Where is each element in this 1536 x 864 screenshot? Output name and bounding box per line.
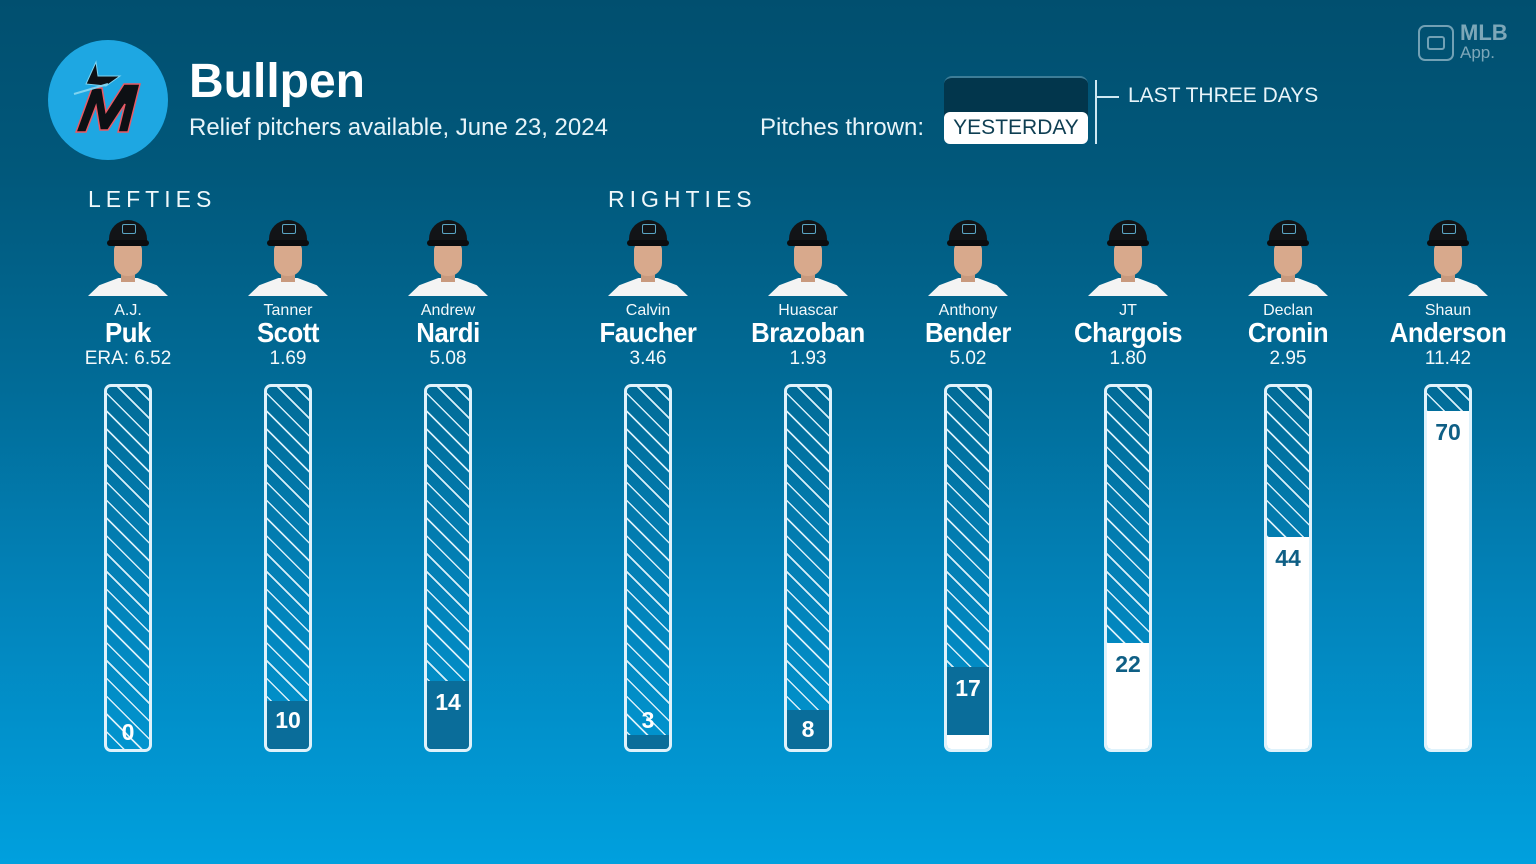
player-last-name: Chargois [1074,317,1182,348]
pitch-count-label: 70 [1435,419,1461,446]
player-era: 1.69 [269,348,307,369]
player-era: 2.95 [1269,348,1307,369]
player-era: 1.93 [789,348,827,369]
player-card: Anthony Bender 5.02 [888,216,1048,371]
player-card: Shaun Anderson 11.42 [1368,216,1528,371]
player-first-name: Shaun [1424,302,1472,319]
player-headshot [608,216,688,296]
pitch-count-bar: 10 [264,384,312,752]
player-era: ERA: 6.52 [84,348,172,369]
pitch-count-label: 8 [801,716,815,742]
player-card: JT Chargois 1.80 [1048,216,1208,371]
player-last-name: Nardi [416,317,480,348]
yesterday-pitches-fill [427,681,469,749]
player-headshot [1088,216,1168,296]
earlier-pitches-fill [1427,411,1469,749]
player-era: 1.80 [1109,348,1147,369]
player-headshot [1248,216,1328,296]
page-title: Bullpen [189,55,365,108]
team-logo [48,40,168,160]
pitch-count-bar: 3 [624,384,672,752]
player-headshot [88,216,168,296]
yesterday-pitches-fill [787,710,829,749]
player-card: Tanner Scott 1.69 [208,216,368,371]
player-headshot [248,216,328,296]
player-first-name: Anthony [938,302,998,319]
mlb-app-logo: MLB App. [1418,22,1530,66]
page-subtitle: Relief pitchers available, June 23, 2024 [189,114,608,141]
player-first-name: A.J. [114,302,142,319]
toggle-bracket [1095,80,1097,144]
pitch-count-label: 17 [955,674,981,701]
player-last-name: Faucher [599,317,697,348]
player-last-name: Scott [256,317,320,348]
section-righties: RIGHTIES [608,186,757,212]
player-headshot [1408,216,1488,296]
pitch-count-label: 10 [275,707,301,733]
player-era: 5.02 [949,348,987,369]
pitch-count-label: 44 [1275,544,1301,571]
player-last-name: Bender [925,317,1011,348]
player-last-name: Cronin [1247,317,1329,348]
player-card: Huascar Brazoban 1.93 [728,216,888,371]
player-first-name: JT [1119,302,1137,319]
player-card: Calvin Faucher 3.46 [568,216,728,371]
pitch-count-label: 14 [435,689,461,716]
yesterday-pitches-fill [947,666,989,735]
yesterday-pitches-fill [267,700,309,749]
mlb-logo-icon [1418,25,1454,61]
player-last-name: Anderson [1389,317,1507,348]
player-first-name: Huascar [778,302,838,319]
pitch-count-label: 0 [121,719,135,745]
player-card: A.J. Puk ERA: 6.52 [48,216,208,371]
earlier-pitches-fill [1107,642,1149,749]
pitch-count-bar: 44 [1264,384,1312,752]
earlier-pitches-fill [947,734,989,749]
player-headshot [408,216,488,296]
player-last-name: Puk [105,317,151,348]
player-headshot [928,216,1008,296]
player-card: Declan Cronin 2.95 [1208,216,1368,371]
pitch-count-bar: 17 [944,384,992,752]
player-era: 3.46 [629,348,667,369]
pitch-count-label: 3 [641,707,655,733]
pitch-count-bar: 8 [784,384,832,752]
pitch-count-bar: 14 [424,384,472,752]
player-headshot [768,216,848,296]
player-last-name: Brazoban [751,317,865,348]
earlier-pitches-fill [1267,536,1309,749]
player-card: Andrew Nardi 5.08 [368,216,528,371]
pitch-count-bar: 70 [1424,384,1472,752]
player-era: 11.42 [1424,348,1472,369]
toggle-option-last-three-days[interactable]: LAST THREE DAYS [1128,84,1319,107]
section-lefties: LEFTIES [88,186,217,212]
player-first-name: Andrew [420,302,476,319]
player-first-name: Declan [1263,302,1313,319]
player-first-name: Tanner [263,302,313,319]
pitches-thrown-label: Pitches thrown: [760,114,925,141]
pitch-count-label: 22 [1115,650,1141,677]
toggle-bracket-tick [1097,96,1119,98]
pitch-count-bar: 22 [1104,384,1152,752]
yesterday-pitches-fill [627,734,669,749]
player-first-name: Calvin [625,302,671,319]
marlins-m-icon [73,60,141,133]
pitch-count-bar: 0 [104,384,152,752]
toggle-option-yesterday[interactable]: YESTERDAY [944,112,1088,144]
player-era: 5.08 [429,348,467,369]
